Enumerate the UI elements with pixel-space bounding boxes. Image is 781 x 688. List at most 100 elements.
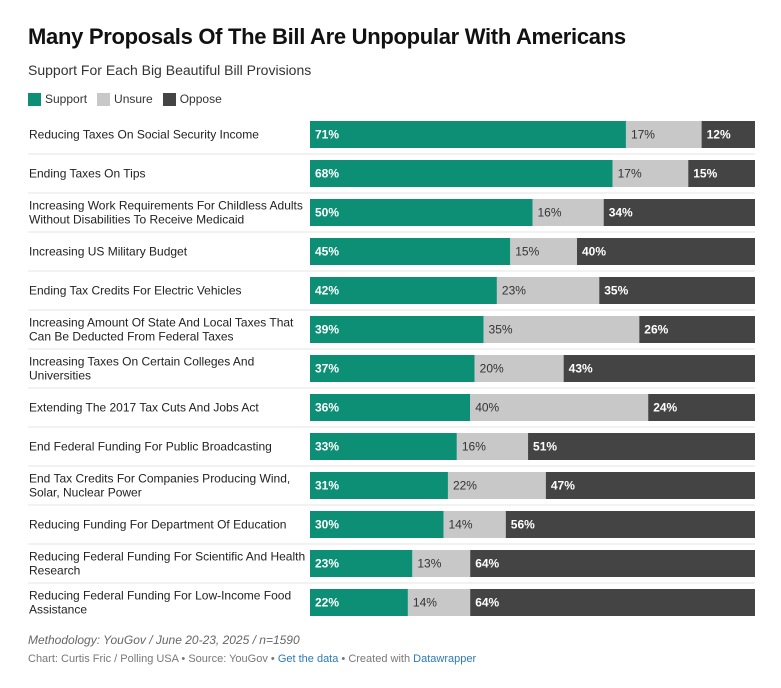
data-label-support: 30% (315, 518, 339, 532)
chart-subtitle: Support For Each Big Beautiful Bill Prov… (28, 62, 312, 78)
bar-support (310, 550, 413, 577)
data-label-unsure: 15% (515, 245, 539, 259)
bar-oppose (545, 472, 755, 499)
legend-swatch-unsure (97, 92, 111, 106)
category-label: Increasing Amount Of State And Local Tax… (29, 316, 294, 330)
bar-support (310, 433, 457, 460)
data-label-support: 45% (315, 245, 339, 259)
bar-unsure (474, 355, 564, 382)
data-label-support: 42% (315, 284, 339, 298)
bar-unsure (456, 433, 529, 460)
category-label: Assistance (29, 603, 87, 617)
legend-swatch-support (28, 92, 41, 106)
data-label-oppose: 64% (475, 557, 499, 571)
bar-support (310, 511, 444, 538)
bar-unsure (483, 316, 640, 343)
bar-oppose (599, 277, 755, 304)
legend-item-support: Support (28, 92, 87, 106)
data-label-unsure: 14% (449, 518, 473, 532)
bar-oppose (563, 355, 755, 382)
data-label-oppose: 24% (653, 401, 677, 415)
bar-support (310, 238, 511, 265)
bar-oppose (639, 316, 755, 343)
bar-unsure (612, 160, 689, 187)
bar-oppose (701, 121, 755, 148)
category-label: Increasing Taxes On Certain Colleges And (29, 355, 254, 369)
bar-unsure (510, 238, 577, 265)
category-label: Increasing Work Requirements For Childle… (29, 199, 303, 213)
chart-credit: Chart: Curtis Fric / Polling USA • Sourc… (28, 653, 476, 665)
legend-item-oppose: Oppose (162, 92, 222, 106)
data-label-unsure: 35% (489, 323, 513, 337)
bar-oppose (528, 433, 755, 460)
data-label-oppose: 15% (693, 167, 717, 181)
category-label: End Tax Credits For Companies Producing … (29, 472, 290, 486)
category-label: Research (29, 564, 80, 578)
bar-unsure (412, 550, 471, 577)
legend-swatch-oppose (162, 92, 176, 106)
data-label-unsure: 16% (462, 440, 486, 454)
bar-support (310, 394, 471, 421)
bar-unsure (496, 277, 600, 304)
category-label: End Federal Funding For Public Broadcast… (29, 440, 272, 454)
created-with-text: • Created with (338, 653, 414, 665)
bar-unsure (532, 199, 604, 226)
bar-support (310, 355, 475, 382)
get-the-data-link[interactable]: Get the data (277, 653, 339, 665)
category-label: Reducing Taxes On Social Security Income (29, 128, 259, 142)
data-label-support: 22% (315, 596, 339, 610)
category-label: Reducing Funding For Department Of Educa… (29, 518, 286, 532)
bar-support (310, 160, 613, 187)
data-label-oppose: 51% (533, 440, 557, 454)
data-label-support: 23% (315, 557, 339, 571)
credit-text: Chart: Curtis Fric / Polling USA • Sourc… (28, 653, 278, 665)
data-label-support: 37% (315, 362, 339, 376)
data-label-oppose: 40% (582, 245, 606, 259)
category-label: Universities (29, 369, 91, 383)
data-label-unsure: 14% (413, 596, 437, 610)
data-label-oppose: 35% (604, 284, 628, 298)
legend-label-unsure: Unsure (114, 92, 153, 106)
category-label: Ending Tax Credits For Electric Vehicles (29, 284, 242, 298)
data-label-unsure: 16% (538, 206, 562, 220)
data-label-unsure: 13% (417, 557, 441, 571)
data-label-unsure: 22% (453, 479, 477, 493)
bar-oppose (688, 160, 755, 187)
data-label-oppose: 64% (475, 596, 499, 610)
legend-label-support: Support (45, 92, 88, 106)
bar-oppose (577, 238, 755, 265)
bar-unsure (470, 394, 649, 421)
bar-support (310, 472, 448, 499)
bar-oppose (505, 511, 755, 538)
category-label: Ending Taxes On Tips (29, 167, 146, 181)
data-label-unsure: 40% (475, 401, 499, 415)
category-label: Can Be Deducted From Federal Taxes (29, 330, 234, 344)
data-label-unsure: 23% (502, 284, 526, 298)
bar-unsure (447, 472, 546, 499)
category-label: Reducing Federal Funding For Scientific … (29, 550, 305, 564)
category-label: Extending The 2017 Tax Cuts And Jobs Act (29, 401, 259, 415)
legend: Support Unsure Oppose (28, 92, 232, 106)
category-label: Without Disabilities To Receive Medicaid (29, 213, 244, 227)
bar-oppose (470, 589, 755, 616)
chart-title: Many Proposals Of The Bill Are Unpopular… (28, 24, 626, 49)
category-label: Reducing Federal Funding For Low-Income … (29, 589, 291, 603)
data-label-oppose: 47% (551, 479, 575, 493)
data-label-oppose: 34% (609, 206, 633, 220)
data-label-support: 31% (315, 479, 339, 493)
bar-support (310, 199, 533, 226)
bar-unsure (443, 511, 506, 538)
data-label-support: 33% (315, 440, 339, 454)
datawrapper-link[interactable]: Datawrapper (413, 653, 477, 665)
bar-oppose (603, 199, 755, 226)
bar-unsure (625, 121, 702, 148)
data-label-unsure: 17% (618, 167, 642, 181)
data-label-support: 39% (315, 323, 339, 337)
bar-support (310, 589, 408, 616)
data-label-oppose: 12% (707, 128, 731, 142)
data-label-oppose: 43% (569, 362, 593, 376)
legend-label-oppose: Oppose (179, 92, 222, 106)
bar-support (310, 316, 484, 343)
data-label-support: 68% (315, 167, 339, 181)
